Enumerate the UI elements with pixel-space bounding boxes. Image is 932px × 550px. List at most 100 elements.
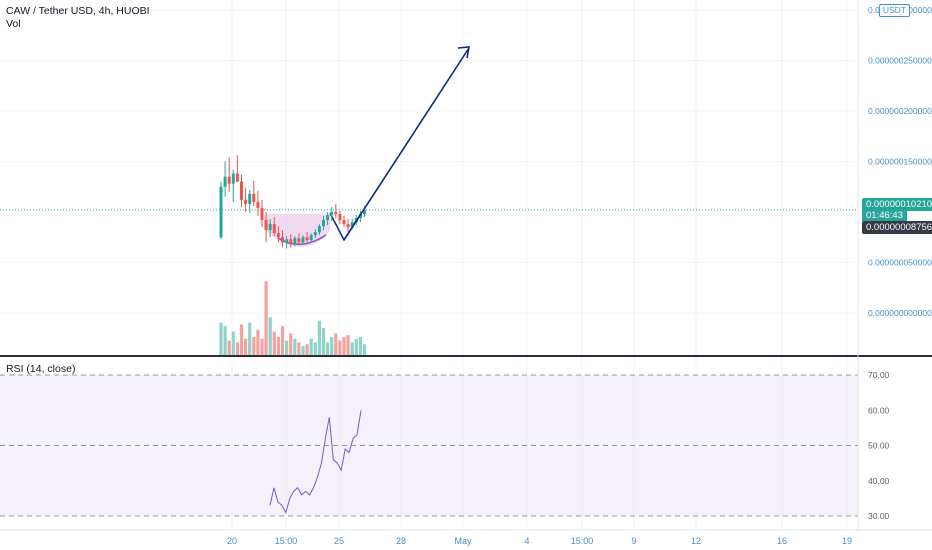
candle-body (244, 199, 248, 204)
time-label: 15:00 (275, 536, 298, 546)
candle-body (363, 209, 366, 215)
candle-body (248, 193, 252, 204)
time-label: 28 (396, 536, 406, 546)
candle-body (223, 176, 227, 187)
countdown-tag: 01:46:43 (862, 209, 907, 222)
volume-bar (248, 322, 252, 355)
volume-bar (321, 328, 326, 355)
candle-body (334, 212, 338, 215)
rsi-line (269, 410, 362, 514)
candle-body (301, 237, 305, 243)
rsi-tick-label: 60.00 (868, 405, 890, 415)
candle-body (309, 235, 313, 241)
volume-bar (244, 338, 248, 355)
time-label: 20 (227, 536, 237, 546)
candle-body (297, 238, 301, 243)
candle-body (264, 220, 268, 231)
volume-bar (227, 340, 231, 355)
volume-bar (362, 344, 367, 355)
candle-body (272, 224, 276, 234)
candle-body (317, 226, 321, 233)
volume-bar (301, 346, 305, 355)
volume-bar (334, 333, 338, 355)
candle-body (346, 224, 350, 228)
candle-body (256, 201, 260, 208)
currency-unit-badge[interactable]: USDT (878, 4, 910, 17)
volume-bar (338, 340, 342, 355)
panel-separator (0, 355, 932, 357)
projection-arrow (343, 46, 470, 241)
volume-bar (297, 342, 301, 355)
volume-bar (272, 331, 276, 355)
volume-bar (289, 333, 293, 355)
volume-bar (313, 342, 317, 355)
volume-bar (354, 338, 358, 355)
time-label: 15:00 (571, 536, 594, 546)
volume-bars (219, 281, 367, 355)
candle-body (305, 237, 309, 241)
candle-body (235, 173, 239, 182)
candle-body (322, 220, 325, 227)
volume-bar (293, 338, 297, 355)
candle-body (330, 212, 334, 216)
price-tick-label: 0.000000150000 (868, 157, 932, 167)
candle-body (252, 193, 256, 202)
rsi-tick-label: 30.00 (868, 511, 890, 521)
prev-price-tag: 0.000000087568 (862, 221, 932, 234)
volume-bar (276, 337, 280, 355)
volume-bar (260, 338, 264, 355)
volume-bar (358, 337, 362, 355)
volume-bar (235, 342, 239, 355)
price-tick-label: 0.000000200000 (868, 106, 932, 116)
rsi-panel (0, 374, 858, 517)
candle-body (268, 224, 272, 231)
volume-bar (350, 342, 354, 355)
last-price-tag: 0.000000102105 (862, 198, 932, 211)
candle-body (293, 238, 297, 245)
volume-bar (223, 326, 227, 355)
volume-bar (256, 329, 260, 355)
time-label: 9 (631, 536, 636, 546)
time-label: 4 (524, 536, 529, 546)
candles (219, 155, 366, 249)
candle-body (313, 232, 317, 236)
volume-bar (285, 340, 289, 355)
volume-bar (309, 338, 313, 355)
volume-bar (231, 331, 235, 355)
volume-bar (252, 337, 256, 355)
rsi-tick-label: 40.00 (868, 476, 890, 486)
time-label: 25 (334, 536, 344, 546)
candle-body (260, 207, 264, 221)
arrow-head (457, 46, 470, 59)
volume-bar (330, 337, 334, 355)
candle-body (338, 214, 342, 221)
volume-bar (239, 324, 244, 355)
volume-bar (219, 322, 223, 355)
candle-body (240, 181, 243, 200)
candle-body (289, 239, 293, 245)
volume-label[interactable]: Vol (6, 18, 21, 30)
rsi-label[interactable]: RSI (14, close) (6, 363, 76, 375)
time-label: 12 (691, 536, 701, 546)
volume-bar (305, 344, 309, 355)
volume-bar (280, 326, 285, 355)
candle-body (285, 239, 289, 243)
candle-body (227, 176, 231, 184)
rsi-tick-label: 50.00 (868, 441, 890, 451)
arrow-shaft (343, 47, 470, 241)
time-label: 19 (842, 536, 852, 546)
volume-bar (342, 337, 346, 355)
candle-body (281, 237, 284, 243)
symbol-title[interactable]: CAW / Tether USD, 4h, HUOBI (6, 5, 150, 17)
candle-body (342, 220, 346, 225)
time-label: 16 (777, 536, 787, 546)
candle-body (326, 215, 330, 221)
volume-bar (264, 281, 268, 355)
volume-bar (268, 317, 272, 355)
time-label: May (454, 536, 472, 546)
rsi-tick-label: 70.00 (868, 370, 890, 380)
candle-body (231, 173, 235, 184)
candle-body (219, 186, 223, 238)
